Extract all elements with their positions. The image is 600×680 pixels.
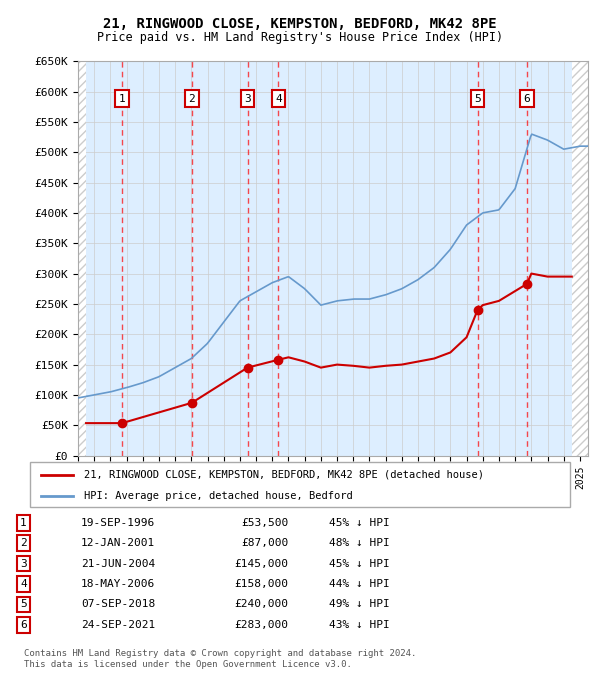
Text: £53,500: £53,500 [241, 518, 289, 528]
Text: 12-JAN-2001: 12-JAN-2001 [81, 539, 155, 548]
Text: 6: 6 [524, 94, 530, 103]
Text: £145,000: £145,000 [235, 559, 289, 568]
Text: £240,000: £240,000 [235, 600, 289, 609]
Text: 21, RINGWOOD CLOSE, KEMPSTON, BEDFORD, MK42 8PE: 21, RINGWOOD CLOSE, KEMPSTON, BEDFORD, M… [103, 17, 497, 31]
Text: 2: 2 [188, 94, 195, 103]
Text: Contains HM Land Registry data © Crown copyright and database right 2024.
This d: Contains HM Land Registry data © Crown c… [24, 649, 416, 669]
Text: 49% ↓ HPI: 49% ↓ HPI [329, 600, 389, 609]
Text: 43% ↓ HPI: 43% ↓ HPI [329, 620, 389, 630]
Text: 48% ↓ HPI: 48% ↓ HPI [329, 539, 389, 548]
Bar [78, 61, 86, 456]
Text: 2: 2 [20, 539, 27, 548]
Text: £87,000: £87,000 [241, 539, 289, 548]
Text: 4: 4 [275, 94, 282, 103]
Text: 21, RINGWOOD CLOSE, KEMPSTON, BEDFORD, MK42 8PE (detached house): 21, RINGWOOD CLOSE, KEMPSTON, BEDFORD, M… [84, 470, 484, 480]
Text: 3: 3 [244, 94, 251, 103]
Text: 45% ↓ HPI: 45% ↓ HPI [329, 518, 389, 528]
Text: 5: 5 [474, 94, 481, 103]
Text: 44% ↓ HPI: 44% ↓ HPI [329, 579, 389, 589]
Text: 1: 1 [119, 94, 125, 103]
Text: 07-SEP-2018: 07-SEP-2018 [81, 600, 155, 609]
Text: 21-JUN-2004: 21-JUN-2004 [81, 559, 155, 568]
FancyBboxPatch shape [30, 462, 570, 507]
Text: 45% ↓ HPI: 45% ↓ HPI [329, 559, 389, 568]
Text: 5: 5 [20, 600, 27, 609]
Bar [572, 61, 588, 456]
Text: 24-SEP-2021: 24-SEP-2021 [81, 620, 155, 630]
Text: 4: 4 [20, 579, 27, 589]
Text: 1: 1 [20, 518, 27, 528]
Text: 6: 6 [20, 620, 27, 630]
Text: 19-SEP-1996: 19-SEP-1996 [81, 518, 155, 528]
Text: 18-MAY-2006: 18-MAY-2006 [81, 579, 155, 589]
Text: HPI: Average price, detached house, Bedford: HPI: Average price, detached house, Bedf… [84, 490, 353, 500]
Text: £158,000: £158,000 [235, 579, 289, 589]
Text: 3: 3 [20, 559, 27, 568]
Text: £283,000: £283,000 [235, 620, 289, 630]
Text: Price paid vs. HM Land Registry's House Price Index (HPI): Price paid vs. HM Land Registry's House … [97, 31, 503, 44]
